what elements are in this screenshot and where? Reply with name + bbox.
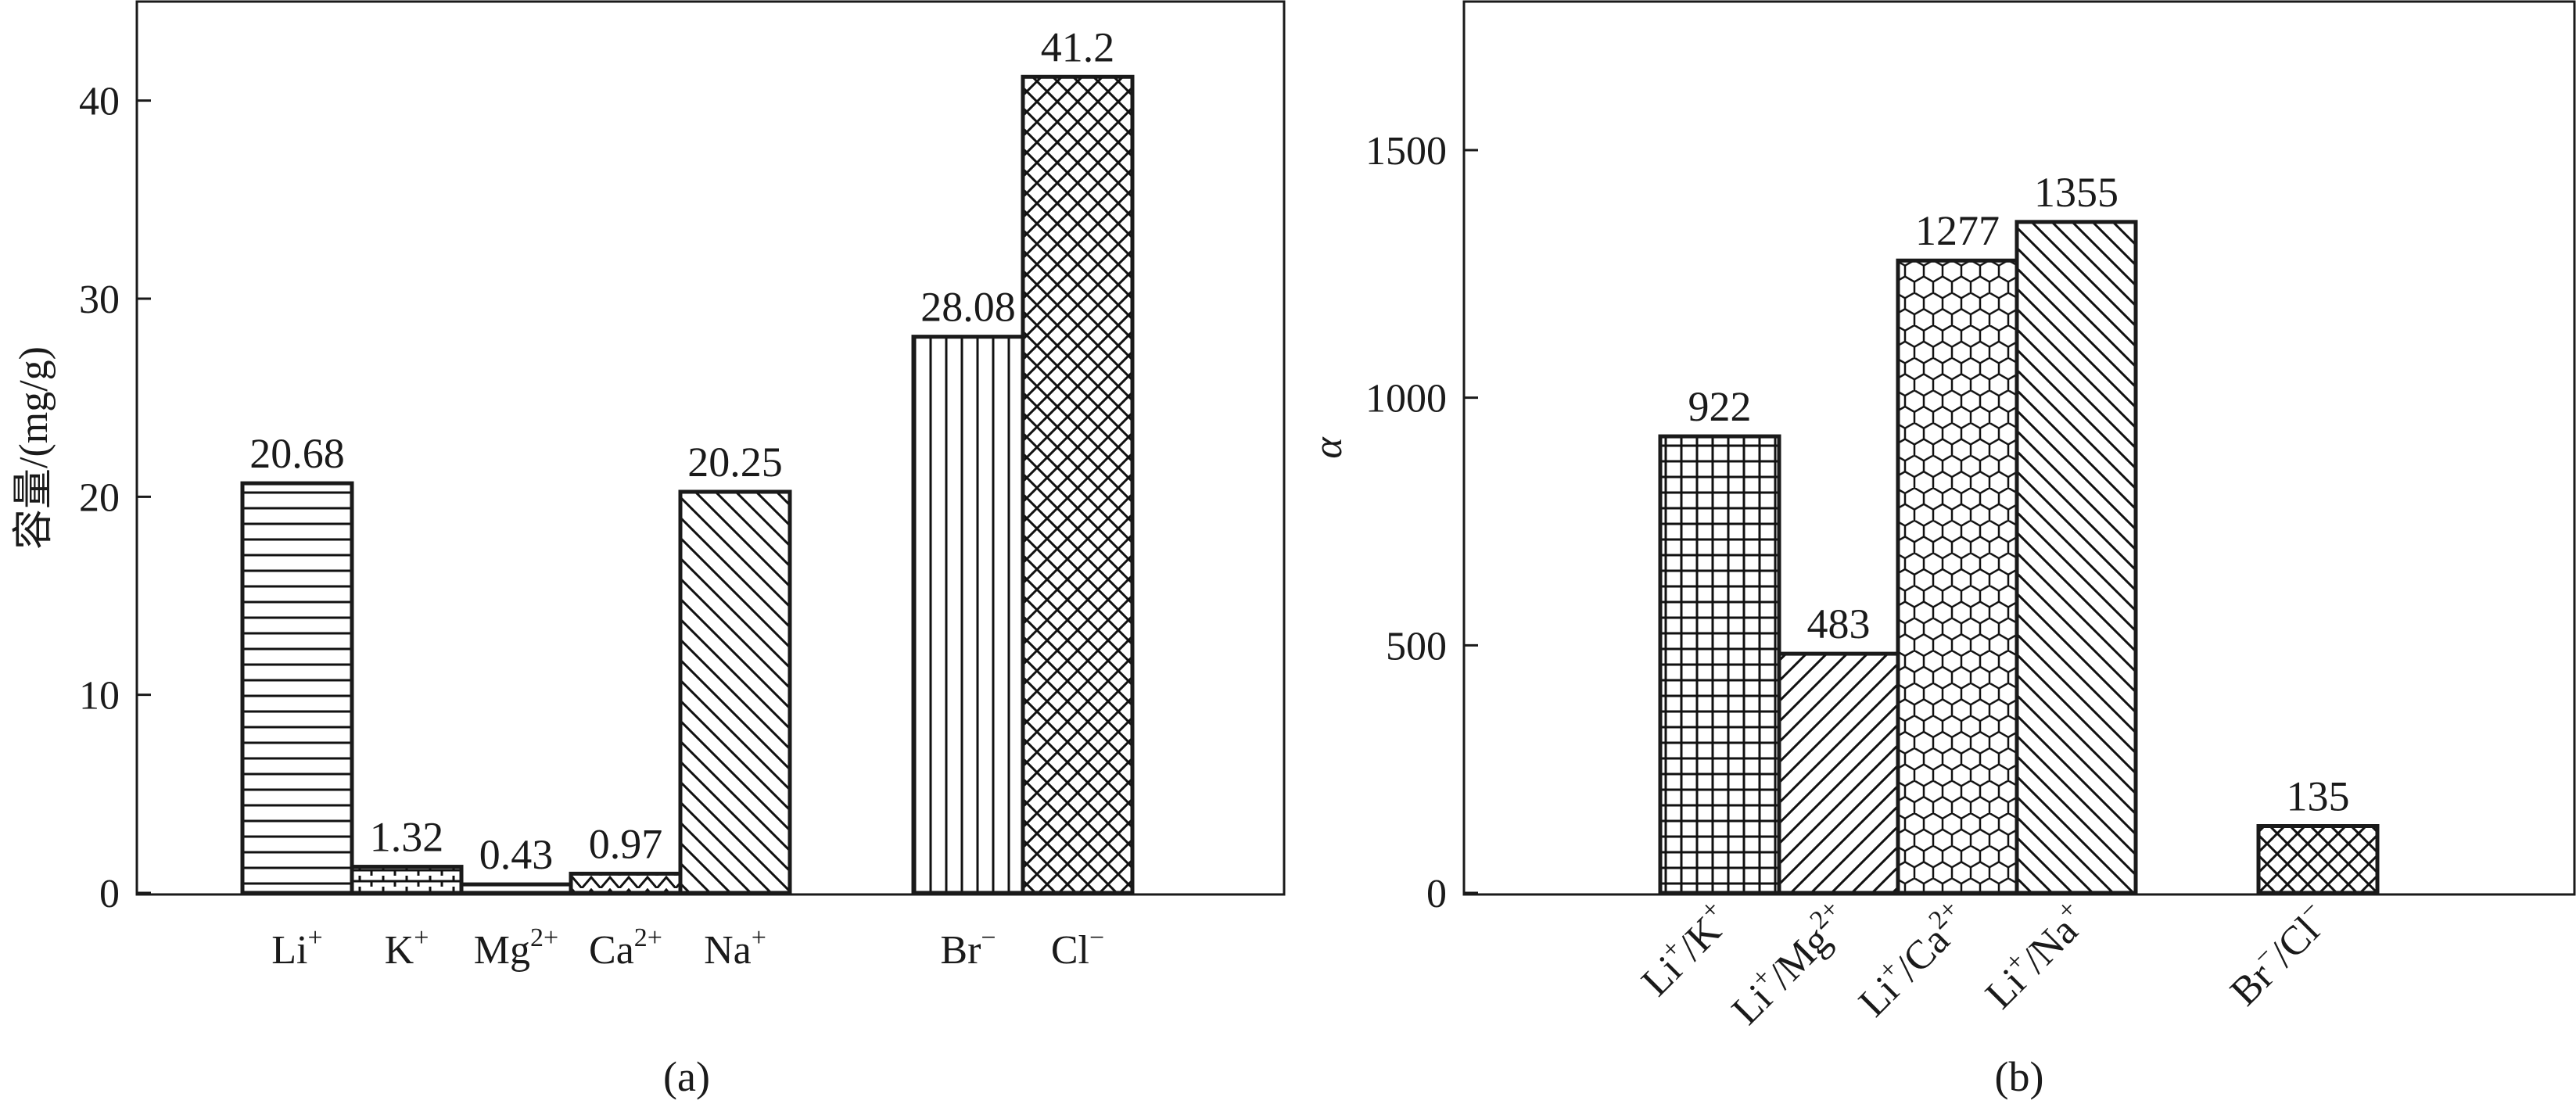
bars-b <box>1658 220 2380 895</box>
bar-value-label-b: 135 <box>2287 773 2350 820</box>
category-label-a: Ca2+ <box>589 923 662 973</box>
y-tick-label-a: 0 <box>99 872 120 916</box>
value-labels-a: 20.68 1.32 0.43 0.97 20.25 28.08 41.2 <box>249 23 1114 878</box>
bar-b <box>1896 258 2019 895</box>
category-label-b: Li+/Ca2+ <box>1847 894 1978 1025</box>
category-label-a: Mg2+ <box>474 923 558 973</box>
bar-a <box>459 882 573 895</box>
y-tick-label-a: 10 <box>79 674 120 719</box>
bar-a <box>911 335 1025 895</box>
y-axis-a: 0 10 20 30 40 <box>79 80 151 916</box>
category-label-b: Br−/Cl− <box>2219 894 2338 1014</box>
y-axis-title-b: α <box>1306 436 1351 459</box>
bar-b <box>1777 651 1900 895</box>
bar-b <box>2256 824 2380 895</box>
category-labels-b: Li+/K+Li+/Mg2+Li+/Ca2+Li+/Na+ Br−/Cl− <box>1630 894 2338 1034</box>
bar-value-label-a: 1.32 <box>370 814 444 861</box>
y-tick-label-a: 20 <box>79 475 120 520</box>
bars-a <box>240 74 1135 895</box>
category-label-b: Li+/K+ <box>1630 894 1740 1005</box>
bar-b <box>1658 434 1781 895</box>
bar-value-label-a: 20.68 <box>249 430 345 477</box>
bar-a <box>1021 74 1135 895</box>
bar-value-label-a: 28.08 <box>920 284 1016 331</box>
bar-value-label-a: 20.25 <box>687 439 783 486</box>
panel-caption-b: (b) <box>1995 1053 2044 1100</box>
category-label-b: Li+/Mg2+ <box>1720 894 1860 1034</box>
bar-value-label-b: 483 <box>1807 600 1871 647</box>
bar-value-label-a: 0.43 <box>479 831 554 878</box>
bar-value-label-a: 0.97 <box>589 820 663 867</box>
panel-caption-a: (a) <box>663 1053 710 1100</box>
category-label-a: Br− <box>940 923 996 973</box>
category-labels-a: Li+ K+ Mg2+ Ca2+ Na+ Br− Cl− <box>271 923 1104 973</box>
bar-value-label-b: 922 <box>1688 383 1752 430</box>
bar-value-label-b: 1277 <box>1915 207 2000 254</box>
value-labels-b: 922 483 1277 1355 135 <box>1688 169 2350 820</box>
category-label-b: Li+/Na+ <box>1974 894 2097 1017</box>
y-tick-label-b: 1000 <box>1365 377 1447 421</box>
panel-a: 0 10 20 30 40 20.68 1.32 0.43 0.97 20.25 28.08 41.… <box>12 0 1286 1100</box>
category-label-a: Na+ <box>704 923 766 973</box>
category-label-a: K+ <box>385 923 429 973</box>
y-tick-label-b: 1500 <box>1365 129 1447 174</box>
category-label-a: Li+ <box>271 923 322 973</box>
bar-b <box>2015 220 2138 895</box>
category-label-a: Cl− <box>1051 923 1104 973</box>
bar-value-label-a: 41.2 <box>1041 23 1115 70</box>
y-axis-title-a: 容量/(mg/g) <box>12 346 56 550</box>
y-tick-label-b: 0 <box>1426 872 1447 916</box>
bar-a <box>240 481 354 895</box>
y-tick-label-a: 40 <box>79 80 120 124</box>
bar-a <box>569 871 683 895</box>
y-tick-label-b: 500 <box>1386 624 1447 668</box>
y-axis-b: 0 500 1000 1500 <box>1365 129 1478 916</box>
bar-value-label-b: 1355 <box>2034 169 2119 216</box>
bar-a <box>350 865 464 895</box>
bar-a <box>678 489 792 895</box>
y-tick-label-a: 30 <box>79 278 120 322</box>
